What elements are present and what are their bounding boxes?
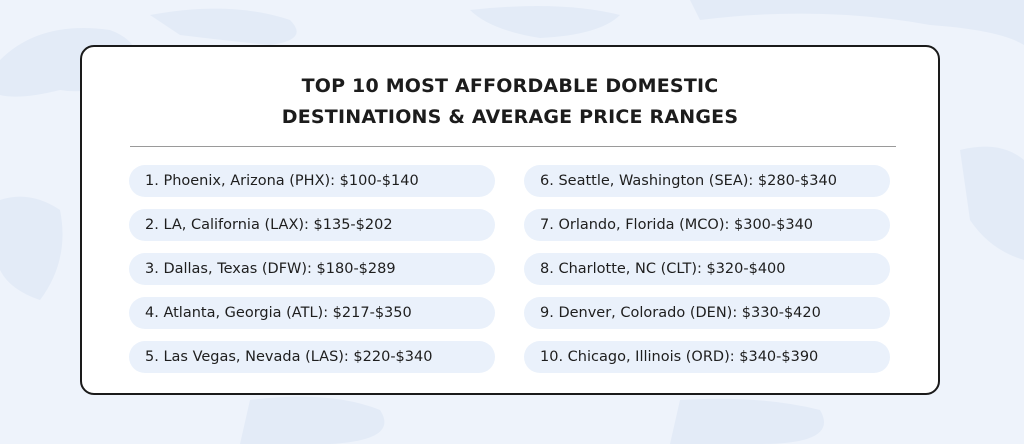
destination-item: 6. Seattle, Washington (SEA): $280-$340	[524, 165, 890, 197]
destination-item: 5. Las Vegas, Nevada (LAS): $220-$340	[129, 341, 495, 373]
destination-item: 8. Charlotte, NC (CLT): $320-$400	[524, 253, 890, 285]
destinations-column-left: 1. Phoenix, Arizona (PHX): $100-$140 2. …	[129, 165, 495, 385]
destination-item: 9. Denver, Colorado (DEN): $330-$420	[524, 297, 890, 329]
destination-item: 10. Chicago, Illinois (ORD): $340-$390	[524, 341, 890, 373]
destinations-card: TOP 10 MOST AFFORDABLE DOMESTIC DESTINAT…	[80, 45, 940, 395]
page-title: TOP 10 MOST AFFORDABLE DOMESTIC DESTINAT…	[82, 71, 938, 133]
destination-item: 1. Phoenix, Arizona (PHX): $100-$140	[129, 165, 495, 197]
title-line-1: TOP 10 MOST AFFORDABLE DOMESTIC	[301, 75, 719, 97]
title-divider	[130, 146, 896, 147]
destination-item: 3. Dallas, Texas (DFW): $180-$289	[129, 253, 495, 285]
destination-item: 4. Atlanta, Georgia (ATL): $217-$350	[129, 297, 495, 329]
destinations-column-right: 6. Seattle, Washington (SEA): $280-$340 …	[524, 165, 890, 385]
destination-item: 7. Orlando, Florida (MCO): $300-$340	[524, 209, 890, 241]
destination-item: 2. LA, California (LAX): $135-$202	[129, 209, 495, 241]
title-line-2: DESTINATIONS & AVERAGE PRICE RANGES	[281, 106, 739, 128]
